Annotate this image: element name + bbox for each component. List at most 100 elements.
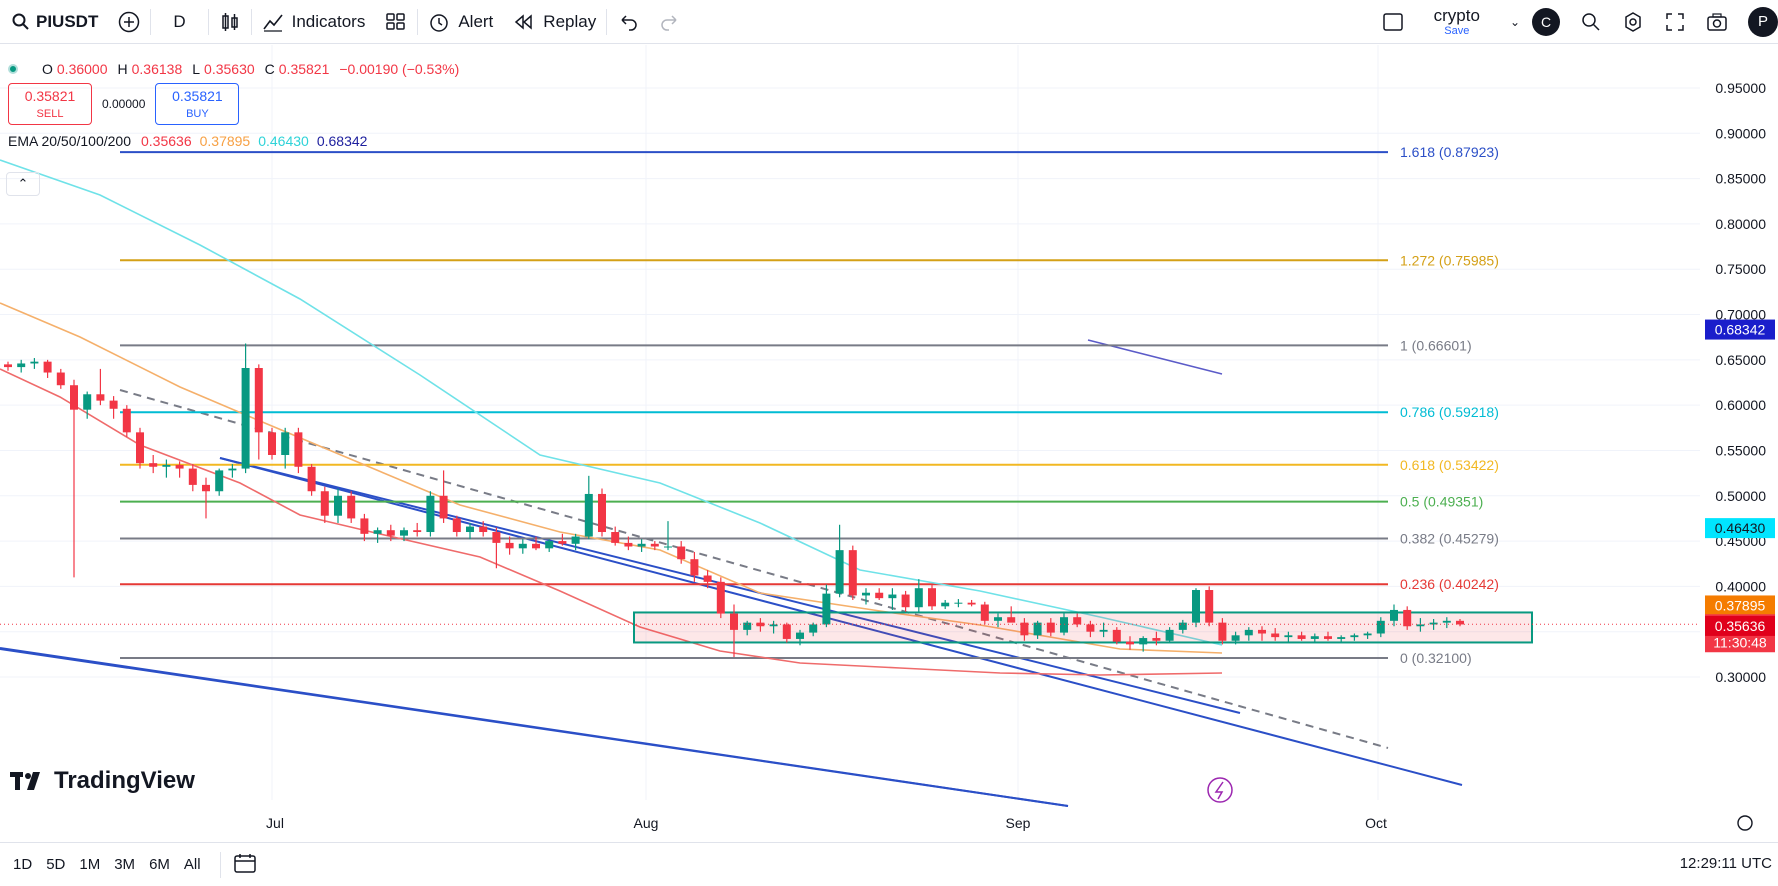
candle-body: [1099, 629, 1108, 632]
candle-body: [1324, 636, 1332, 639]
candle-body: [1033, 622, 1042, 636]
trade-box: 0.35821 SELL 0.00000 0.35821 BUY: [8, 83, 459, 125]
candle-body: [967, 602, 976, 605]
candle-body: [228, 468, 237, 471]
candle-body: [901, 594, 910, 608]
layout-badge: C: [1532, 7, 1560, 36]
candle-body: [1073, 617, 1082, 625]
sell-price: 0.35821: [24, 88, 76, 104]
candle-body: [1416, 624, 1425, 627]
screenshot-button[interactable]: [1696, 0, 1738, 44]
candle-body: [1456, 620, 1464, 625]
candle-body: [1020, 622, 1029, 636]
candle-body: [716, 581, 725, 614]
candle-body: [202, 484, 210, 492]
indicators-icon: [262, 11, 284, 33]
candle-body: [690, 559, 699, 576]
price-tag-label: 0.37895: [1715, 597, 1766, 613]
price-tag: [1705, 615, 1775, 636]
indicators-label: Indicators: [291, 11, 366, 31]
fib-level-label: 1.618 (0.87923): [1400, 144, 1499, 160]
camera-icon: [1706, 11, 1728, 33]
fullscreen-icon: [1664, 11, 1686, 33]
layout-select-button[interactable]: [1372, 0, 1414, 44]
candle-body: [743, 622, 752, 630]
alarm-icon: [428, 11, 450, 33]
candle-body: [70, 385, 78, 410]
candle-body: [268, 432, 276, 455]
candle-body: [373, 530, 382, 534]
redo-button[interactable]: [649, 0, 691, 44]
fullscreen-button[interactable]: [1654, 0, 1696, 44]
templates-button[interactable]: [375, 0, 417, 44]
alert-button[interactable]: Alert: [418, 0, 503, 44]
candle-body: [730, 613, 738, 630]
candle-body: [1337, 637, 1346, 639]
candle-body: [1258, 629, 1266, 634]
indicators-button[interactable]: Indicators: [252, 0, 376, 44]
ema50-value: 0.37895: [199, 133, 251, 149]
candle-body: [1284, 635, 1293, 638]
candle-body: [822, 593, 831, 625]
lightning-icon: [1207, 777, 1233, 803]
candle-body: [1390, 609, 1398, 621]
candlestick-chart[interactable]: 0.95000 0.90000 0.85000 0.80000 0.75000 0.700…: [0, 45, 1778, 840]
candle-body: [875, 592, 884, 599]
search-icon: [10, 11, 32, 33]
price-tag: [1705, 595, 1775, 616]
candle-body: [584, 493, 593, 537]
candle-body: [664, 546, 672, 548]
chart-legend: O 0.36000 H 0.36138 L 0.35630 C 0.35821 −0.0…: [8, 61, 459, 155]
collapse-legend-button[interactable]: ⌃: [6, 172, 40, 196]
ema-row[interactable]: EMA 20/50/100/200 0.35636 0.37895 0.4643…: [8, 133, 459, 149]
layout-name[interactable]: crypto Save: [1414, 0, 1500, 44]
compare-button[interactable]: [108, 0, 150, 44]
candle-body: [637, 543, 646, 547]
candle-body: [782, 624, 791, 639]
grid-icon: [385, 11, 407, 33]
candle-body: [928, 588, 936, 607]
chart-type-button[interactable]: [209, 0, 251, 44]
range-6m[interactable]: 6M: [149, 856, 170, 873]
replay-button[interactable]: Replay: [503, 0, 606, 44]
price-tick-label: 0.50000: [1715, 488, 1766, 504]
candle-body: [215, 470, 224, 492]
plus-circle-icon: [118, 11, 140, 33]
settings-button[interactable]: [1612, 0, 1654, 44]
buy-label: BUY: [186, 108, 209, 120]
user-avatar[interactable]: P: [1738, 0, 1778, 44]
chart-pane[interactable]: 0.95000 0.90000 0.85000 0.80000 0.75000 0.700…: [0, 45, 1778, 840]
price-tick-label: 0.30000: [1715, 669, 1766, 685]
price-tick-label: 0.40000: [1715, 578, 1766, 594]
candle-body: [320, 491, 329, 516]
ohlc-row: O 0.36000 H 0.36138 L 0.35630 C 0.35821 −0.0…: [8, 61, 459, 77]
symbol-search[interactable]: PIUSDT: [0, 0, 108, 44]
layout-dropdown[interactable]: ⌄ C: [1500, 0, 1570, 44]
open-value: 0.36000: [56, 61, 108, 77]
ema100-value: 0.46430: [258, 133, 309, 149]
sell-button[interactable]: 0.35821 SELL: [8, 83, 92, 125]
utc-clock[interactable]: 12:29:11 UTC: [1679, 855, 1772, 872]
price-tick-label: 0.95000: [1715, 80, 1766, 96]
candle-body: [545, 541, 554, 549]
candle-body: [809, 624, 818, 633]
price-tag: [1705, 518, 1775, 539]
range-all[interactable]: All: [183, 856, 201, 873]
layout-name-label: crypto: [1433, 5, 1480, 25]
range-1m[interactable]: 1M: [79, 856, 101, 873]
candle-body: [83, 394, 92, 410]
range-3m[interactable]: 3M: [114, 856, 136, 873]
candle-body: [1350, 635, 1359, 638]
undo-button[interactable]: [607, 0, 649, 44]
calendar-icon[interactable]: [233, 852, 257, 878]
time-axis-label: Aug: [634, 815, 659, 831]
quick-search-button[interactable]: [1570, 0, 1612, 44]
range-5d[interactable]: 5D: [46, 856, 66, 873]
interval-button[interactable]: D: [151, 0, 207, 44]
candle-body: [1271, 633, 1280, 638]
range-1d[interactable]: 1D: [13, 856, 33, 873]
candle-body: [611, 532, 620, 543]
candle-body: [56, 372, 65, 386]
buy-button[interactable]: 0.35821 BUY: [155, 83, 240, 125]
sell-label: SELL: [36, 108, 64, 120]
